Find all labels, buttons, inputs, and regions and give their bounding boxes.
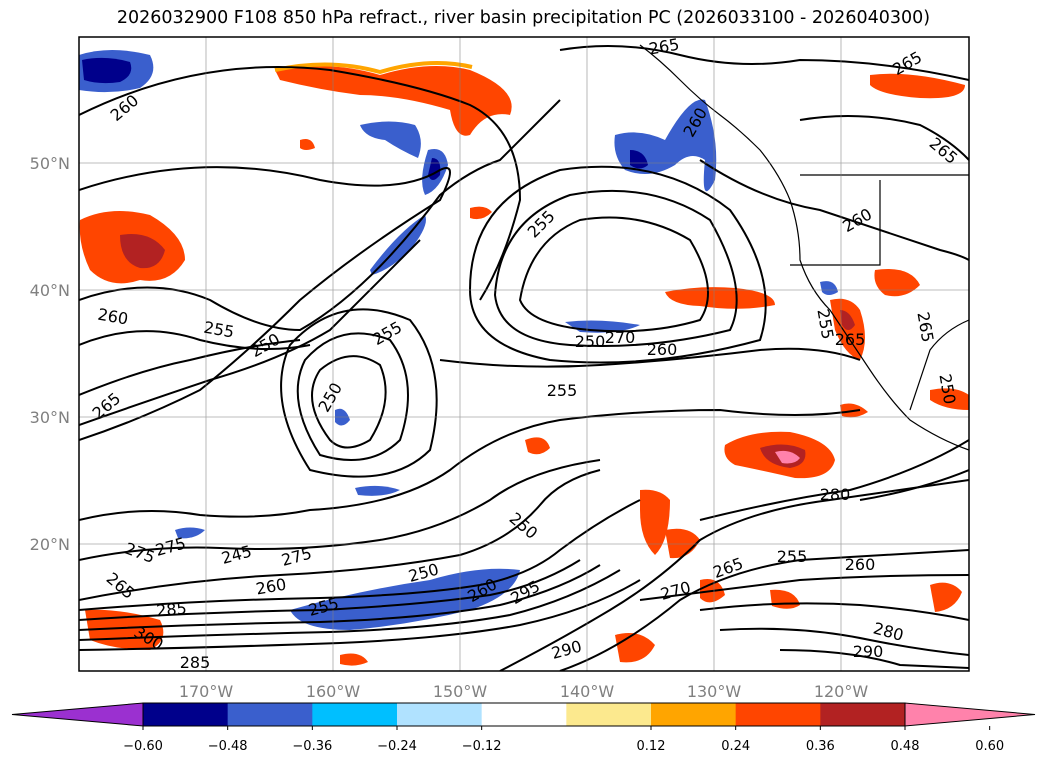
- lat-label: 30°N: [30, 408, 70, 427]
- colorbar-bin: [735, 703, 821, 726]
- colorbar-bin: [397, 703, 483, 726]
- colorbar-extend-max: [904, 702, 1036, 727]
- colorbar-tick-label: 0.36: [806, 739, 835, 754]
- colorbar-tick-label: −0.12: [462, 739, 502, 754]
- colorbar-bin: [566, 703, 652, 726]
- colorbar-bin: [227, 703, 313, 726]
- colorbar: −0.60 −0.48 −0.36 −0.24 −0.12 0.12 0.24 0.36 0.4…: [11, 702, 1036, 754]
- map-frame: [78, 36, 970, 672]
- map-title: 2026032900 F108 850 hPa refract., river …: [116, 8, 931, 28]
- precip-positive-region: [275, 66, 512, 136]
- contour-label: 285: [155, 599, 187, 621]
- colorbar-tick-label: −0.48: [208, 739, 248, 754]
- contour-label: 285: [180, 653, 211, 672]
- colorbar-tick-label: 0.60: [975, 739, 1004, 754]
- map-content: [79, 44, 969, 671]
- lat-tick-labels: 50°N 40°N 30°N 20°N: [30, 154, 70, 554]
- contour-label: 260: [647, 340, 678, 359]
- colorbar-tick-label: −0.60: [123, 739, 163, 754]
- contour-label: 255: [777, 547, 808, 566]
- colorbar-tick-label: 0.12: [637, 739, 666, 754]
- contour-label: 255: [547, 381, 578, 400]
- contour-label: 260: [845, 555, 876, 574]
- lat-label: 20°N: [30, 535, 70, 554]
- colorbar-bin: [481, 703, 567, 726]
- lon-label: 140°W: [560, 682, 615, 701]
- contour-label: 290: [853, 642, 884, 661]
- lon-label: 130°W: [687, 682, 742, 701]
- colorbar-bin: [651, 703, 737, 726]
- precip-negative-region: [360, 121, 421, 158]
- contour-label: 250: [575, 332, 606, 351]
- map-gridlines: [79, 37, 969, 671]
- contour-label: 265: [835, 330, 866, 349]
- precip-negative-region: [290, 568, 520, 630]
- lon-label: 160°W: [306, 682, 361, 701]
- colorbar-bin: [143, 703, 229, 726]
- coastlines: [639, 44, 969, 451]
- lon-tick-labels: 170°W 160°W 150°W 140°W 130°W 120°W: [179, 682, 869, 701]
- lon-label: 150°W: [433, 682, 488, 701]
- precip-shading: [79, 50, 969, 666]
- colorbar-tick-label: −0.24: [377, 739, 417, 754]
- colorbar-extend-min: [11, 702, 144, 727]
- lat-label: 50°N: [30, 154, 70, 173]
- contour-label: 280: [820, 485, 851, 504]
- lon-label: 170°W: [179, 682, 234, 701]
- lon-label: 120°W: [814, 682, 869, 701]
- contour-label: 270: [605, 328, 636, 347]
- precip-negative-core: [82, 57, 132, 84]
- colorbar-bin: [820, 703, 906, 726]
- colorbar-tick-label: −0.36: [292, 739, 332, 754]
- colorbar-bin: [312, 703, 398, 726]
- lat-label: 40°N: [30, 281, 70, 300]
- colorbar-frame: [142, 702, 906, 727]
- refractivity-contours: [79, 45, 969, 671]
- colorbar-tick-label: 0.24: [721, 739, 750, 754]
- colorbar-tick-label: 0.48: [891, 739, 920, 754]
